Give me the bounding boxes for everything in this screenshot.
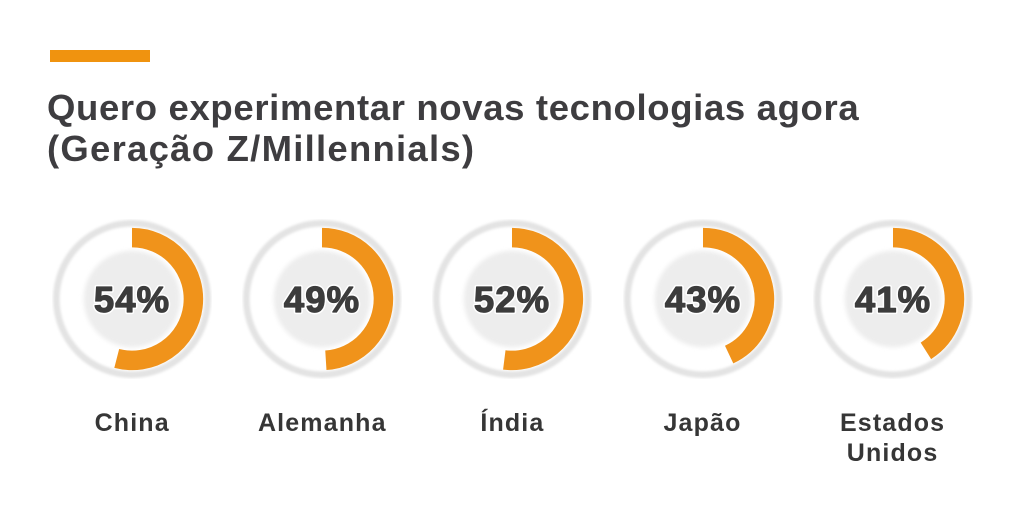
- svg-text:41%: 41%: [854, 279, 930, 320]
- svg-text:43%: 43%: [664, 279, 740, 320]
- svg-text:52%: 52%: [474, 279, 550, 320]
- svg-text:49%: 49%: [284, 279, 360, 320]
- svg-text:52%: 52%: [474, 279, 550, 320]
- svg-text:54%: 54%: [94, 279, 170, 320]
- svg-text:43%: 43%: [664, 279, 740, 320]
- svg-text:54%: 54%: [94, 279, 170, 320]
- svg-text:41%: 41%: [854, 279, 930, 320]
- svg-text:49%: 49%: [284, 279, 360, 320]
